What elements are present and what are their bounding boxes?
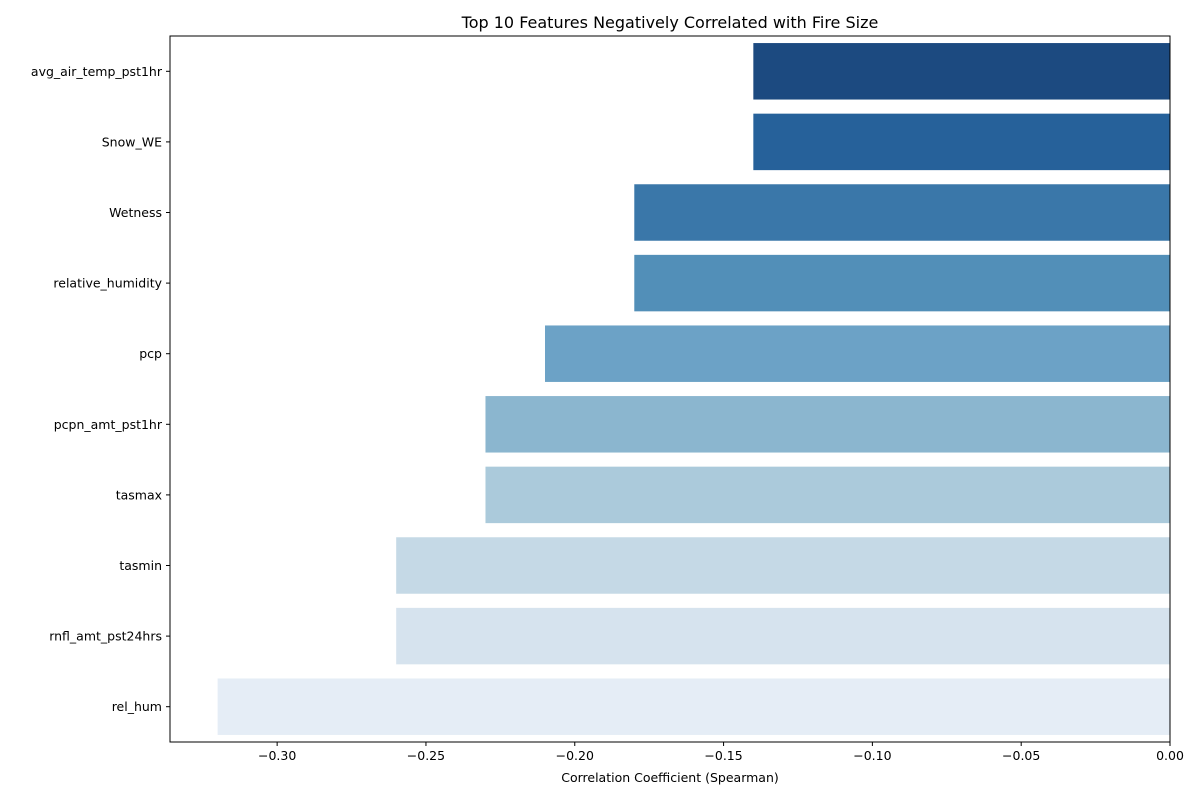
x-axis-ticks: −0.30 −0.25 −0.20 −0.15 −0.10 −0.05 0.00 <box>258 742 1184 763</box>
x-tick-label: −0.15 <box>704 748 742 763</box>
x-tick-label: −0.10 <box>853 748 891 763</box>
y-tick-label: rnfl_amt_pst24hrs <box>49 629 162 644</box>
x-axis-label: Correlation Coefficient (Spearman) <box>561 770 779 785</box>
bar-relative_humidity <box>634 254 1170 312</box>
bar-pcpn_amt_pst1hr <box>485 396 1170 453</box>
x-tick-label: −0.20 <box>556 748 594 763</box>
bar-tasmin <box>396 537 1170 594</box>
x-tick-label: −0.30 <box>258 748 296 763</box>
x-tick-label: −0.05 <box>1002 748 1040 763</box>
chart-title: Top 10 Features Negatively Correlated wi… <box>461 13 879 32</box>
y-tick-label: tasmin <box>119 558 162 573</box>
y-tick-label: pcpn_amt_pst1hr <box>54 417 163 432</box>
x-tick-label: 0.00 <box>1156 748 1184 763</box>
y-tick-label: relative_humidity <box>53 276 162 291</box>
x-tick-label: −0.25 <box>407 748 445 763</box>
bars-group <box>217 43 1171 735</box>
bar-pcp <box>545 325 1170 382</box>
bar-Snow_WE <box>753 113 1170 171</box>
y-tick-label: Snow_WE <box>102 134 162 149</box>
plot-frame <box>169 35 1171 743</box>
y-tick-label: Wetness <box>109 205 162 220</box>
bar-rel_hum <box>217 678 1171 735</box>
y-tick-label: rel_hum <box>112 699 162 714</box>
bar-avg_air_temp_pst1hr <box>753 43 1170 100</box>
bar-tasmax <box>485 466 1170 524</box>
bar-rnfl_amt_pst24hrs <box>396 607 1170 665</box>
y-tick-label: avg_air_temp_pst1hr <box>31 64 163 79</box>
bar-Wetness <box>634 184 1170 241</box>
y-tick-label: tasmax <box>116 487 162 502</box>
y-tick-label: pcp <box>139 346 162 361</box>
category-labels: avg_air_temp_pst1hr Snow_WE Wetness relativ… <box>31 64 170 714</box>
